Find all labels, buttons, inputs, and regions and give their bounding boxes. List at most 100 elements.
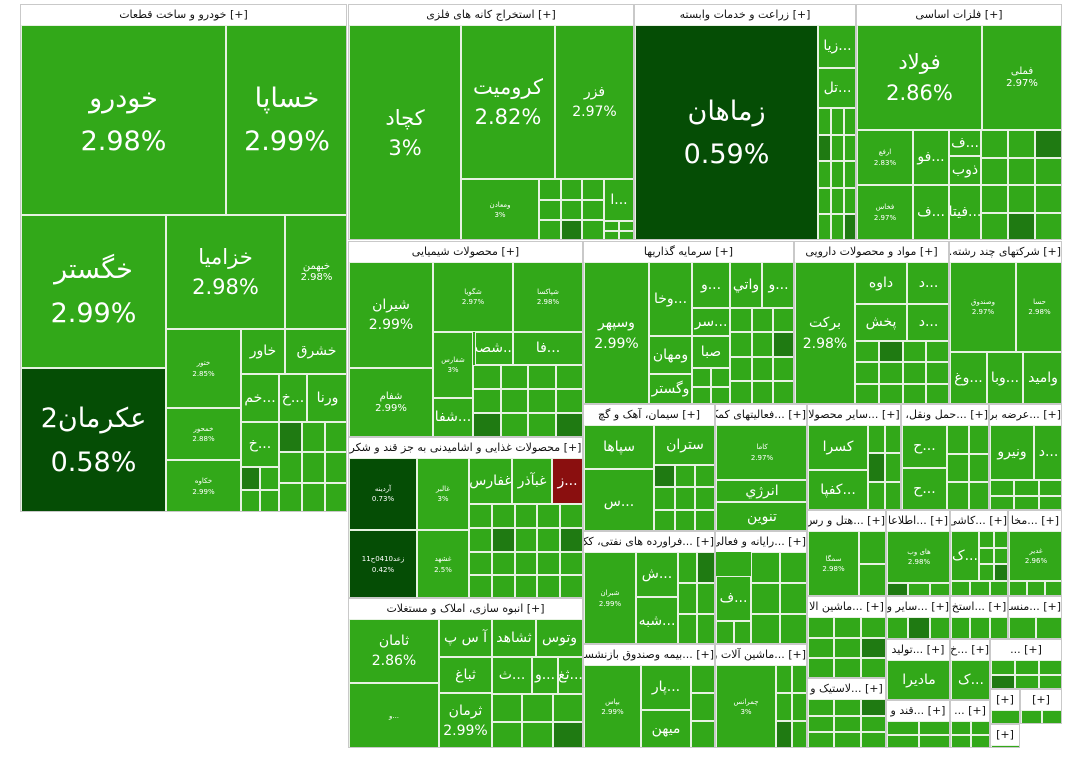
small-stock-tile[interactable] [514,527,538,552]
small-stock-tile[interactable] [855,383,879,403]
small-stock-tile[interactable] [981,157,1008,185]
small-stock-tile[interactable] [947,482,969,509]
small-stock-tile[interactable] [751,583,780,614]
small-stock-tile[interactable] [855,341,879,363]
stock-tile[interactable]: ونیرو [990,425,1034,480]
small-stock-tile[interactable] [808,732,835,747]
stock-tile[interactable]: ...و [762,262,793,308]
small-stock-tile[interactable] [844,108,855,135]
small-stock-tile[interactable] [751,380,774,403]
stock-tile[interactable]: شگویا 2.97% [433,262,513,332]
small-stock-tile[interactable] [1015,660,1039,675]
small-stock-tile[interactable] [981,130,1008,158]
small-stock-tile[interactable] [325,482,346,511]
stock-tile[interactable]: سمگا 2.98% [808,531,859,595]
small-stock-tile[interactable] [582,220,604,239]
small-stock-tile[interactable] [834,699,861,716]
small-stock-tile[interactable] [994,547,1007,565]
stock-tile[interactable]: ...ثغ [558,657,582,694]
stock-tile[interactable]: ...ک [951,531,979,581]
small-stock-tile[interactable] [260,467,279,490]
small-stock-tile[interactable] [1008,157,1035,185]
small-stock-tile[interactable] [241,490,260,511]
small-stock-tile[interactable] [674,487,696,510]
small-stock-tile[interactable] [951,581,971,595]
small-stock-tile[interactable] [1045,581,1061,595]
sector-title[interactable]: [+] شرکتهای چند رشته... [950,242,1061,262]
stock-tile[interactable]: ...شصد [475,332,513,365]
small-stock-tile[interactable] [555,365,582,389]
small-stock-tile[interactable] [926,362,948,384]
small-stock-tile[interactable] [539,179,561,200]
stock-tile[interactable]: چمرانس 3% [716,665,776,747]
small-stock-tile[interactable] [968,453,988,483]
sector-title[interactable]: [+] ...منسو [1009,597,1061,617]
stock-tile[interactable]: شپاکسا 2.98% [513,262,582,332]
small-stock-tile[interactable] [1035,212,1061,239]
stock-tile[interactable]: فزر 2.97% [555,25,633,179]
small-stock-tile[interactable] [979,531,994,548]
small-stock-tile[interactable] [844,134,855,162]
small-stock-tile[interactable] [654,465,675,488]
sector-title[interactable]: [+] مواد و محصولات دارویی [795,242,948,262]
stock-tile[interactable]: ...ف [716,576,751,621]
sector-title[interactable]: [+] خودرو و ساخت قطعات [21,5,346,25]
small-stock-tile[interactable] [528,389,556,413]
stock-tile[interactable]: ...وخا [649,262,692,336]
small-stock-tile[interactable] [522,721,553,747]
sector-title[interactable]: [+] [991,690,1019,710]
stock-tile[interactable]: ...و [349,683,439,747]
small-stock-tile[interactable] [968,482,988,509]
stock-tile[interactable]: خزامیا 2.98% [166,215,285,329]
sector-title[interactable]: [+] ...بیمه وصندوق بازنشستگ [584,645,714,665]
small-stock-tile[interactable] [994,531,1007,548]
small-stock-tile[interactable] [979,564,994,581]
stock-tile[interactable]: خساپا 2.99% [226,25,346,215]
stock-tile[interactable]: وصندوق 2.97% [950,262,1016,352]
small-stock-tile[interactable] [919,735,949,747]
small-stock-tile[interactable] [991,710,1019,723]
small-stock-tile[interactable] [834,732,861,747]
small-stock-tile[interactable] [514,575,538,597]
small-stock-tile[interactable] [733,621,751,643]
small-stock-tile[interactable] [1036,617,1061,638]
stock-tile[interactable]: خودرو 2.98% [21,25,226,215]
small-stock-tile[interactable] [831,187,844,215]
small-stock-tile[interactable] [751,308,774,333]
small-stock-tile[interactable] [260,490,279,511]
small-stock-tile[interactable] [831,161,844,188]
stock-tile[interactable]: وگستر [649,374,692,403]
small-stock-tile[interactable] [831,134,844,162]
small-stock-tile[interactable] [537,575,561,597]
stock-tile[interactable]: ...خ [279,374,307,422]
small-stock-tile[interactable] [1039,675,1061,688]
sector-title[interactable]: [+] ...فعالیتهای کمک [716,405,806,425]
small-stock-tile[interactable] [779,583,806,614]
small-stock-tile[interactable] [951,735,971,747]
stock-tile[interactable]: ...وبا [987,352,1023,403]
small-stock-tile[interactable] [860,658,885,677]
sector-30[interactable]: [+] ...لاستیک و [807,678,886,748]
small-stock-tile[interactable] [751,332,774,357]
stock-tile[interactable]: خاور [241,329,285,374]
small-stock-tile[interactable] [968,425,988,454]
stock-tile[interactable]: برکت 2.98% [795,262,855,403]
stock-tile[interactable]: ومعادن 3% [461,179,539,239]
sector-title[interactable]: [+] محصولات غذایی و اشامیدنی به جز قند و… [349,438,582,458]
sector-title[interactable]: [+] ...عرضه بر [990,405,1061,425]
stock-tile[interactable]: ...ف [949,130,981,156]
stock-tile[interactable]: ...د [907,262,948,304]
small-stock-tile[interactable] [779,552,806,583]
stock-tile[interactable]: ثامان 2.86% [349,619,439,683]
stock-tile[interactable]: ومهان [649,336,692,374]
sector-title[interactable]: [+] ...سایر و [887,597,949,617]
small-stock-tile[interactable] [878,383,903,403]
small-stock-tile[interactable] [619,221,633,231]
small-stock-tile[interactable] [926,383,948,403]
small-stock-tile[interactable] [674,509,696,530]
stock-tile[interactable]: ...د [1034,425,1061,480]
stock-tile[interactable]: شفام 2.99% [349,368,433,436]
small-stock-tile[interactable] [970,617,990,638]
stock-tile[interactable]: ...ف [913,185,949,239]
stock-tile[interactable]: خشرق [285,329,346,374]
